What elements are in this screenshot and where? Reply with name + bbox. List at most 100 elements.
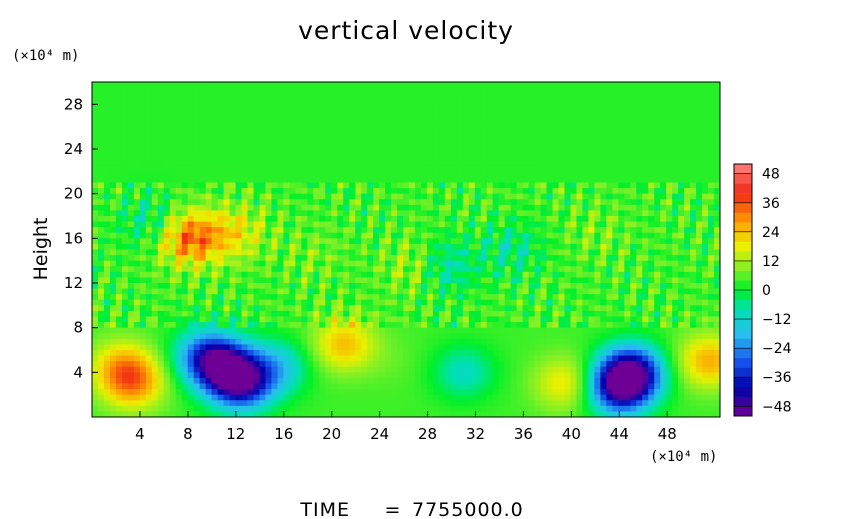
- heatmap-cell: [175, 260, 183, 267]
- heatmap-cell: [444, 316, 452, 323]
- heatmap-cell: [193, 204, 201, 211]
- heatmap-cell: [349, 271, 356, 278]
- heatmap-cell: [397, 322, 404, 329]
- heatmap-cell: [229, 82, 236, 88]
- heatmap-cell: [408, 305, 416, 312]
- heatmap-cell: [355, 87, 362, 94]
- heatmap-cell: [301, 383, 308, 390]
- heatmap-cell: [181, 288, 189, 295]
- heatmap-cell: [205, 182, 213, 189]
- heatmap-cell: [145, 171, 153, 178]
- heatmap-cell: [265, 372, 272, 379]
- heatmap-cell: [468, 266, 476, 273]
- heatmap-cell: [349, 344, 356, 351]
- heatmap-cell: [325, 109, 332, 116]
- heatmap-cell: [97, 249, 105, 256]
- heatmap-cell: [516, 288, 524, 295]
- heatmap-cell: [337, 277, 344, 284]
- heatmap-cell: [462, 366, 470, 373]
- heatmap-cell: [480, 232, 488, 239]
- heatmap-cell: [127, 143, 135, 150]
- heatmap-cell: [325, 132, 332, 139]
- heatmap-cell: [211, 299, 218, 306]
- heatmap-cell: [115, 344, 123, 351]
- heatmap-cell: [133, 310, 141, 317]
- heatmap-cell: [217, 389, 224, 396]
- heatmap-cell: [408, 294, 416, 301]
- heatmap-cell: [241, 171, 248, 178]
- heatmap-cell: [163, 283, 171, 289]
- heatmap-cell: [480, 199, 488, 206]
- heatmap-cell: [325, 149, 332, 155]
- heatmap-cell: [331, 366, 338, 373]
- heatmap-cell: [546, 121, 553, 128]
- heatmap-cell: [163, 355, 171, 362]
- heatmap-cell: [157, 182, 165, 189]
- heatmap-cell: [510, 137, 518, 144]
- heatmap-cell: [145, 377, 153, 384]
- heatmap-cell: [247, 87, 254, 94]
- heatmap-cell: [121, 232, 129, 239]
- heatmap-cell: [408, 165, 416, 172]
- heatmap-cell: [181, 204, 189, 211]
- heatmap-cell: [97, 266, 105, 273]
- heatmap-cell: [151, 372, 159, 379]
- heatmap-cell: [187, 109, 195, 116]
- heatmap-cell: [570, 160, 577, 167]
- heatmap-cell: [391, 316, 398, 323]
- heatmap-cell: [438, 199, 446, 206]
- heatmap-cell: [486, 188, 494, 195]
- heatmap-cell: [528, 137, 535, 144]
- heatmap-cell: [169, 294, 177, 301]
- heatmap-cell: [510, 411, 518, 418]
- heatmap-cell: [468, 288, 476, 295]
- heatmap-cell: [576, 154, 583, 161]
- heatmap-cell: [462, 310, 470, 317]
- heatmap-cell: [528, 93, 535, 100]
- heatmap-cell: [325, 255, 332, 262]
- heatmap-cell: [241, 366, 248, 373]
- heatmap-cell: [307, 344, 314, 351]
- heatmap-cell: [253, 294, 260, 301]
- heatmap-cell: [169, 238, 177, 245]
- heatmap-cell: [229, 322, 236, 329]
- heatmap-cell: [265, 294, 272, 301]
- heatmap-cell: [223, 109, 230, 116]
- heatmap-cell: [432, 322, 440, 329]
- heatmap-cell: [205, 115, 213, 122]
- heatmap-cell: [277, 232, 284, 239]
- heatmap-cell: [265, 266, 272, 273]
- heatmap-cell: [480, 182, 488, 189]
- heatmap-cell: [325, 344, 332, 351]
- heatmap-cell: [181, 294, 189, 301]
- heatmap-cell: [277, 176, 284, 183]
- heatmap-cell: [313, 216, 320, 222]
- heatmap-cell: [576, 389, 583, 396]
- heatmap-cell: [301, 260, 308, 267]
- heatmap-cell: [229, 383, 236, 390]
- heatmap-cell: [403, 255, 410, 262]
- heatmap-cell: [133, 221, 141, 228]
- heatmap-cell: [295, 115, 302, 122]
- heatmap-cell: [450, 394, 458, 401]
- heatmap-cell: [343, 394, 350, 401]
- heatmap-cell: [516, 355, 524, 362]
- heatmap-cell: [534, 104, 541, 111]
- heatmap-cell: [217, 82, 224, 88]
- heatmap-cell: [277, 288, 284, 295]
- heatmap-cell: [462, 288, 470, 295]
- heatmap-cell: [325, 143, 332, 150]
- heatmap-cell: [379, 227, 386, 234]
- heatmap-cell: [163, 411, 171, 418]
- heatmap-cell: [373, 411, 380, 418]
- heatmap-cell: [426, 260, 434, 267]
- heatmap-cell: [349, 171, 356, 178]
- heatmap-cell: [121, 271, 129, 278]
- heatmap-cell: [151, 277, 159, 284]
- heatmap-cell: [283, 294, 290, 301]
- heatmap-cell: [516, 143, 524, 150]
- heatmap-cell: [319, 327, 326, 334]
- heatmap-cell: [588, 87, 595, 94]
- heatmap-cell: [271, 121, 278, 128]
- heatmap-cell: [271, 322, 278, 329]
